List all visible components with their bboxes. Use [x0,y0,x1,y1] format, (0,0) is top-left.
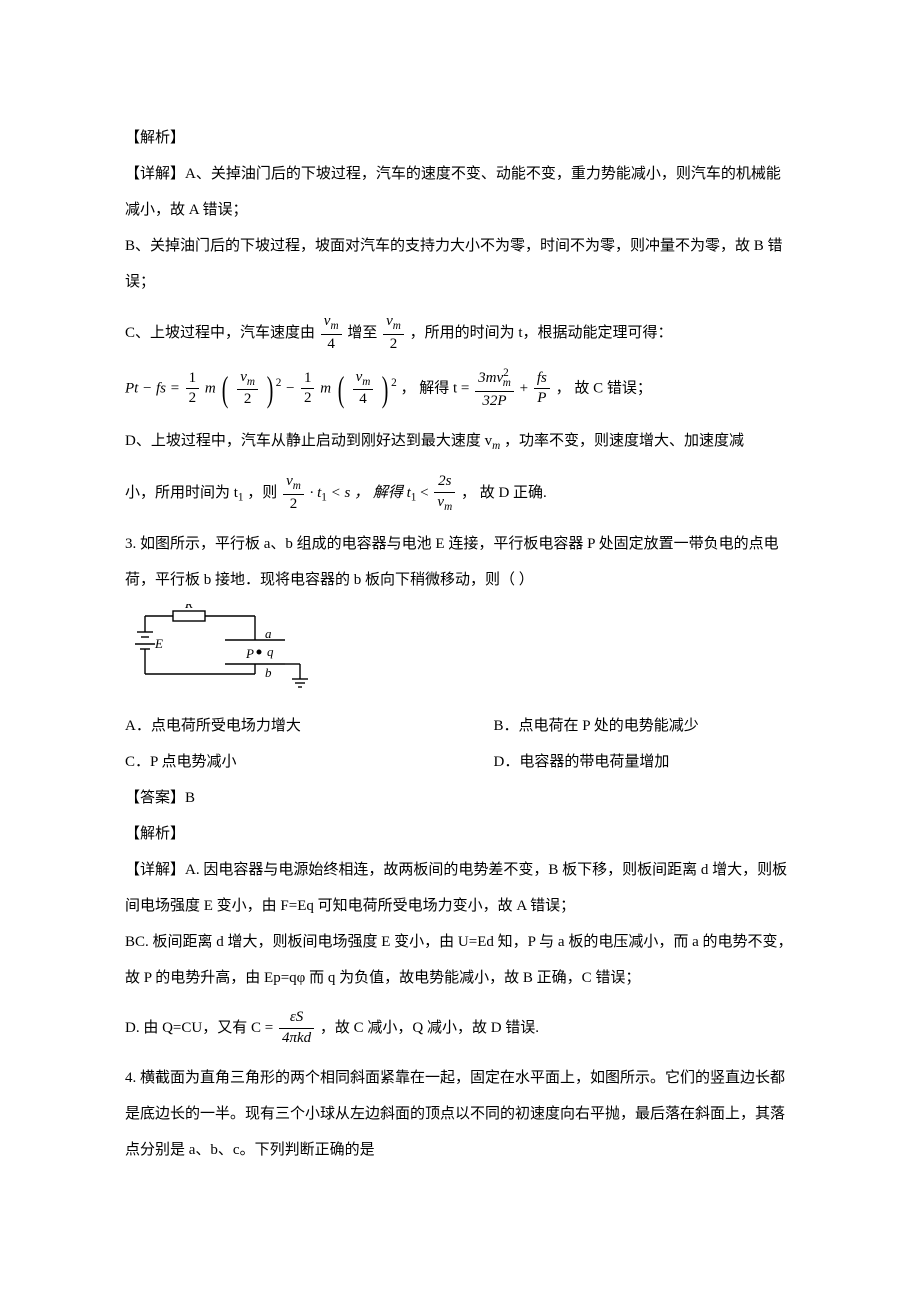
eq-plus: + [520,381,532,397]
lparen2-icon: ( [338,371,345,407]
sec1-c-text-mid: 增至 [347,325,381,341]
q3-sol-d: D. 由 Q=CU，又有 C = εS 4πkd ，故 C 减小，Q 减小，故 … [125,1008,795,1048]
sec1-c-frac-vm2: vm 2 [383,312,404,354]
q3-option-b: B．点电荷在 P 处的电势能减少 [494,708,796,744]
label-r: R [184,604,193,611]
eq-lhs: Pt − fs = [125,381,184,397]
q3-sol-d-frac: εS 4πkd [279,1008,314,1048]
d-frac-2s: 2s vm [434,472,455,514]
eq-m1: m [205,381,216,397]
d-lt: < [420,485,432,501]
sec1-detail-a: 【详解】A、关掉油门后的下坡过程，汽车的速度不变、动能不变，重力势能减小，则汽车… [125,156,795,228]
d-text-a: 小，所用时间为 t [125,485,238,501]
q3-sol-bc: BC. 板间距离 d 增大，则板间电场强度 E 变小，由 U=Ed 知，P 与 … [125,924,795,996]
eq-half-b: 1 2 [301,369,315,409]
lparen-icon: ( [222,371,229,407]
eq-half-a: 1 2 [186,369,200,409]
q3-sol-a: 【详解】A. 因电容器与电源始终相连，故两板间的电势差不变，B 板下移，则板间距… [125,852,795,924]
q3-options-row2: C．P 点电势减小 D．电容器的带电荷量增加 [125,744,795,780]
q4-stem: 4. 横截面为直角三角形的两个相同斜面紧靠在一起，固定在水平面上，如图所示。它们… [125,1060,795,1168]
eq-r2: fs P [534,369,550,409]
sec1-d-line2: 小，所用时间为 t1 ，则 vm 2 · t1 < s ， 解得 t1 < 2s… [125,472,795,514]
label-e: E [154,636,163,651]
eq-inner2: vm 4 [353,368,374,410]
sec1-c-text-tail: ，所用的时间为 t，根据动能定理可得： [410,325,673,341]
q3-option-a: A．点电荷所受电场力增大 [125,708,494,744]
q3-analysis-heading: 【解析】 [125,816,795,852]
rparen-icon: ) [266,371,273,407]
eq-tail: ， 故 C 错误； [556,381,652,397]
label-q: q [267,644,274,659]
sec1-analysis-heading: 【解析】 [125,120,795,156]
eq-inner1: vm 2 [237,368,258,410]
q3-option-c: C．P 点电势减小 [125,744,494,780]
q3-sol-d-b: ，故 C 减小，Q 减小，故 D 错误. [320,1020,539,1036]
label-p: P [245,646,254,661]
q3-sol-d-a: D. 由 Q=CU，又有 C = [125,1020,277,1036]
sec1-c-intro: C、上坡过程中，汽车速度由 vm 4 增至 vm 2 ，所用的时间为 t，根据动… [125,312,795,354]
sec1-c-equation: Pt − fs = 1 2 m ( vm 2 )2 − 1 2 m ( vm 4… [125,366,795,411]
label-b: b [265,665,272,680]
eq-sq1: 2 [276,377,282,389]
sec1-c-text-1: C、上坡过程中，汽车速度由 [125,325,315,341]
d-frac-vm2: vm 2 [283,472,304,514]
d-dot-t1: · t [310,485,322,501]
rparen2-icon: ) [382,371,389,407]
eq-sq2: 2 [391,377,397,389]
label-a: a [265,626,272,641]
q3-answer: 【答案】B [125,780,795,816]
eq-mid: ， 解得 t = [401,381,474,397]
eq-m2: m [320,381,331,397]
d-text-b: ，则 [247,485,281,501]
q3-option-d: D．电容器的带电荷量增加 [494,744,796,780]
q3-options-row1: A．点电荷所受电场力增大 B．点电荷在 P 处的电势能减少 [125,708,795,744]
eq-minus: − [285,381,299,397]
circuit-diagram: R E a P q b [125,604,335,699]
q3-stem: 3. 如图所示，平行板 a、b 组成的电容器与电池 E 连接，平行板电容器 P … [125,526,795,598]
sec1-c-frac-vm4: vm 4 [321,312,342,354]
d-lt-s: < s ， 解得 t [331,485,411,501]
d-tail: ， 故 D 正确. [461,485,547,501]
eq-r1: 3mv2m 32P [475,366,514,411]
sec1-d-line1: D、上坡过程中，汽车从静止启动到刚好达到最大速度 vm ，功率不变，则速度增大、… [125,423,795,460]
sec1-detail-b: B、关掉油门后的下坡过程，坡面对汽车的支持力大小不为零，时间不为零，则冲量不为零… [125,228,795,300]
